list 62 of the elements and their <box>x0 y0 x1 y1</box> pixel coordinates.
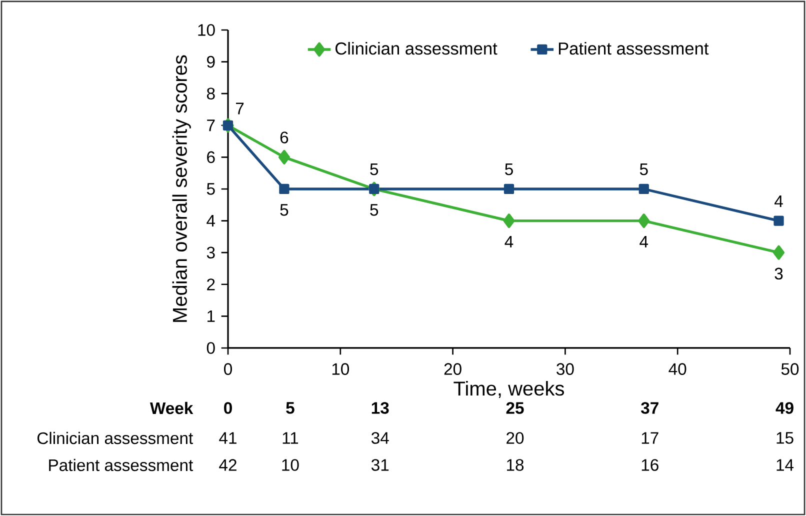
point <box>773 245 784 260</box>
text: 20 <box>506 432 524 444</box>
y-tick-label: 10 <box>198 24 215 36</box>
x-tick-label: 20 <box>444 363 462 375</box>
text: Patient assessment <box>49 458 194 472</box>
y-tick-label: 6 <box>207 151 215 164</box>
text: 0 <box>224 402 232 414</box>
text: 16 <box>642 459 658 471</box>
x-tick-label: 40 <box>668 363 686 375</box>
data-label: 7 <box>236 102 244 114</box>
text: 42 <box>219 459 236 471</box>
x-tick-label: 10 <box>332 363 350 375</box>
text: 18 <box>507 459 524 471</box>
text: 13 <box>372 402 389 414</box>
text: 14 <box>776 459 794 471</box>
text: 37 <box>640 402 658 414</box>
y-tick-label: 0 <box>206 342 215 354</box>
text: 25 <box>506 402 524 414</box>
text: 34 <box>371 432 389 444</box>
y-tick-label: 7 <box>207 120 215 132</box>
data-label: 5 <box>370 164 378 176</box>
point <box>503 214 515 228</box>
data-label: 3 <box>774 268 783 280</box>
point <box>638 214 650 228</box>
data-label: 5 <box>640 164 648 176</box>
y-tick-label: 3 <box>206 246 215 258</box>
point <box>638 184 649 194</box>
data-label: 5 <box>370 204 378 216</box>
y-tick-label: 8 <box>206 88 215 100</box>
text: Clinician assessment <box>37 432 194 444</box>
point <box>279 184 290 194</box>
legend-label: Patient assessment <box>558 42 709 55</box>
text: 49 <box>776 402 794 414</box>
text: Week <box>150 402 194 414</box>
text: 41 <box>219 432 236 444</box>
legend-label: Clinician assessment <box>336 42 498 55</box>
y-tick-label: 1 <box>208 310 215 322</box>
point <box>504 184 514 194</box>
data-label: 6 <box>280 132 288 144</box>
text: 5 <box>286 402 294 414</box>
x-axis-title: Time, weeks <box>454 380 564 398</box>
y-tick-label: 9 <box>207 56 215 68</box>
text: 11 <box>282 432 298 444</box>
data-label: 4 <box>640 236 648 248</box>
text: 17 <box>642 432 658 444</box>
y-tick-label: 5 <box>206 183 215 195</box>
point <box>222 120 234 130</box>
x-tick-label: 30 <box>556 363 574 375</box>
text: 15 <box>776 432 794 444</box>
data-label: 5 <box>505 164 513 176</box>
x-tick-label: 0 <box>224 363 232 375</box>
data-label: 5 <box>280 204 288 216</box>
y-tick-label: 2 <box>207 278 215 290</box>
y-tick-label: 4 <box>206 215 216 227</box>
x-tick-label: 50 <box>781 363 799 375</box>
data-label: 4 <box>774 196 783 207</box>
y-axis-title: Median overall severity scores <box>172 55 191 322</box>
point <box>774 216 784 226</box>
text: 31 <box>371 459 389 471</box>
text: 10 <box>282 459 299 471</box>
point <box>278 150 290 164</box>
data-label: 4 <box>504 236 514 248</box>
